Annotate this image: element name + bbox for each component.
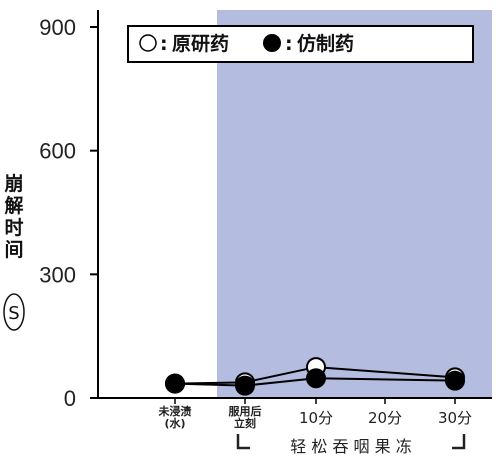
y-label-char: 时 xyxy=(4,217,23,239)
legend-separator-2: : xyxy=(285,33,293,55)
data-point-generic xyxy=(445,370,465,391)
bracket-left-mark xyxy=(236,434,250,450)
x-tick-label: 30分 xyxy=(438,409,472,427)
axes xyxy=(97,10,492,399)
series-line xyxy=(174,366,456,385)
legend-label-generic: 仿制药 xyxy=(297,32,354,55)
bracket-label: 轻 松 吞 咽 果 冻 xyxy=(290,437,411,456)
y-tick-label: 0 xyxy=(64,386,76,411)
shaded-region xyxy=(217,10,492,398)
legend: : 原研药 : 仿制药 xyxy=(127,25,474,63)
x-tick-label: 20分 xyxy=(368,409,402,427)
y-tick-label: 900 xyxy=(39,15,76,40)
y-ticks: 0 300 600 900 xyxy=(39,15,98,411)
y-tick-label: 600 xyxy=(39,139,76,164)
y-label-char: 间 xyxy=(4,239,23,261)
data-point-generic xyxy=(306,368,326,389)
y-label-char: 解 xyxy=(4,194,23,217)
x-tick-label: 服用后 xyxy=(229,404,262,418)
y-label-char: 崩 xyxy=(4,172,23,195)
x-tick-label: 立刻 xyxy=(234,416,256,430)
data-point-generic xyxy=(165,373,185,394)
y-unit-label: S xyxy=(8,303,19,324)
legend-box xyxy=(127,25,474,63)
legend-label-original: 原研药 xyxy=(172,32,229,55)
data-point-generic xyxy=(235,375,255,396)
y-tick-label: 300 xyxy=(39,262,76,287)
y-unit-paren xyxy=(3,293,25,331)
x-tick-label: 10分 xyxy=(299,409,333,427)
series-line xyxy=(174,377,456,387)
series-group xyxy=(165,357,465,396)
x-tick-label: 未浸渍 xyxy=(158,404,192,418)
legend-separator-1: : xyxy=(160,33,168,55)
legend-filled-circle-marker xyxy=(263,34,281,52)
legend-open-circle-marker xyxy=(139,34,157,52)
bracket-right-mark xyxy=(452,434,466,450)
jelly-bracket: 轻 松 吞 咽 果 冻 xyxy=(236,434,466,456)
x-tick-label: (水) xyxy=(164,416,185,430)
